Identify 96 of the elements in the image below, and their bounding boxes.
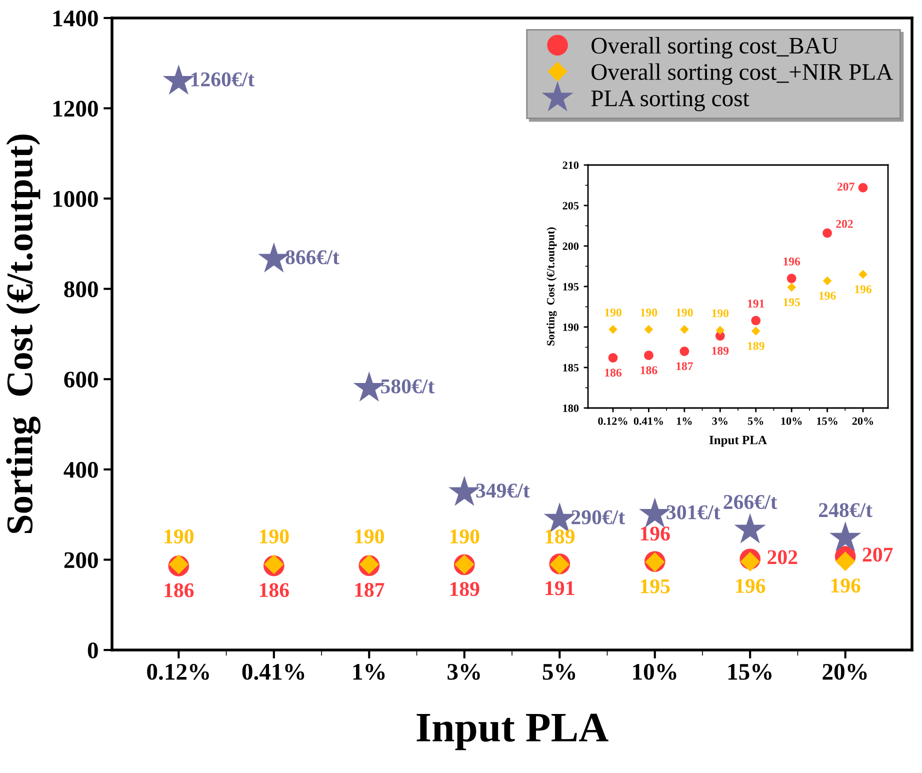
data-label: 190	[355, 529, 384, 544]
y-tick-label: 200	[64, 552, 98, 568]
data-label: 190	[260, 529, 289, 544]
data-label: 195	[640, 579, 670, 594]
legend-label: PLA sorting cost	[591, 90, 750, 112]
data-label: 207	[837, 182, 854, 191]
x-tick-label: 20%	[822, 664, 867, 680]
y-tick-label: 185	[563, 364, 579, 372]
y-tick-label: 195	[563, 282, 579, 290]
y-tick-label: 400	[64, 462, 98, 478]
point	[608, 353, 618, 362]
y-tick-label: 1000	[53, 191, 98, 207]
data-label: 190	[676, 308, 693, 316]
data-label: 186	[164, 583, 194, 598]
data-label: 202	[768, 550, 798, 564]
data-label: 195	[784, 298, 800, 306]
y-tick-label: 1200	[53, 100, 98, 117]
data-label: 186	[605, 368, 622, 377]
x-tick-label: 10%	[781, 417, 802, 425]
data-label: 196	[640, 526, 670, 541]
point	[734, 513, 766, 544]
data-label: 290€/t	[572, 510, 626, 524]
point	[822, 228, 832, 238]
point	[829, 521, 862, 552]
x-tick-label: 3%	[448, 664, 480, 680]
x-tick-label: 3%	[712, 417, 728, 425]
data-label: 301€/t	[666, 505, 720, 520]
data-label: 190	[712, 309, 729, 318]
x-tick-label: 0.12%	[147, 664, 209, 680]
point	[822, 276, 832, 286]
point	[680, 346, 690, 356]
data-label: 187	[676, 362, 693, 370]
y-tick-label: 190	[563, 323, 579, 331]
data-label: 196	[736, 578, 766, 593]
data-label: 196	[831, 578, 860, 593]
x-tick-label: 10%	[633, 664, 676, 680]
point	[644, 350, 654, 360]
y-tick-label: 180	[563, 404, 579, 412]
data-label: 196	[819, 292, 836, 300]
data-label: 186	[640, 366, 658, 374]
point	[716, 326, 725, 335]
data-label: 186	[260, 583, 289, 598]
data-label: 189	[748, 342, 764, 350]
point	[751, 316, 761, 326]
data-label: 248€/t	[819, 503, 872, 518]
x-tick-label: 1%	[676, 417, 692, 425]
y-tick-label: 600	[64, 372, 98, 388]
data-label: 191	[748, 300, 764, 308]
y-axis-title: Sorting Cost (€/t.output)	[6, 134, 40, 534]
y-tick-label: 1400	[53, 10, 98, 26]
data-label: 190	[640, 308, 658, 316]
point	[786, 274, 796, 284]
y-axis-title: Sorting Cost (€/t.output)	[546, 227, 557, 346]
x-axis-title: Input PLA	[709, 436, 767, 447]
x-tick-label: 15%	[728, 664, 772, 680]
point	[751, 326, 760, 336]
y-tick-label: 205	[562, 202, 579, 210]
y-tick-label: 800	[64, 281, 98, 298]
x-tick-label: 1%	[353, 664, 385, 680]
data-label: 202	[836, 220, 853, 228]
data-label: 196	[855, 285, 872, 294]
point	[836, 551, 856, 572]
data-label: 266€/t	[724, 495, 778, 510]
data-label: 580€/t	[381, 379, 435, 394]
data-label: 207	[862, 548, 893, 562]
x-tick-label: 0.12%	[598, 417, 628, 425]
data-label: 866€/t	[286, 250, 340, 264]
x-tick-label: 15%	[817, 417, 838, 425]
point	[787, 282, 796, 292]
point	[680, 325, 689, 334]
point	[858, 270, 868, 279]
point	[858, 182, 868, 192]
data-label: 349€/t	[476, 484, 530, 498]
data-label: 191	[546, 581, 574, 596]
legend-label: Overall sorting cost_+NIR PLA	[592, 63, 893, 85]
data-label: 196	[784, 258, 800, 266]
x-tick-label: 20%	[852, 417, 874, 425]
data-label: 190	[164, 529, 194, 544]
data-label: 190	[605, 308, 622, 316]
x-tick-label: 5%	[542, 664, 576, 680]
x-tick-label: 5%	[748, 417, 764, 425]
y-tick-label: 200	[562, 242, 579, 250]
x-tick-label: 0.41%	[634, 417, 663, 425]
point	[644, 325, 654, 334]
data-label: 189	[546, 529, 574, 544]
legend-label: Overall sorting cost_BAU	[592, 37, 838, 59]
data-label: 189	[450, 582, 480, 596]
data-label: 190	[450, 529, 480, 544]
point	[608, 325, 618, 334]
y-tick-label: 210	[562, 161, 579, 169]
data-label: 189	[712, 346, 729, 355]
x-tick-label: 0.41%	[242, 664, 304, 680]
x-axis-title: Input PLA	[416, 714, 608, 750]
data-label: 1260€/t	[191, 72, 254, 86]
y-tick-label: 0	[88, 642, 98, 658]
data-label: 187	[355, 582, 384, 597]
